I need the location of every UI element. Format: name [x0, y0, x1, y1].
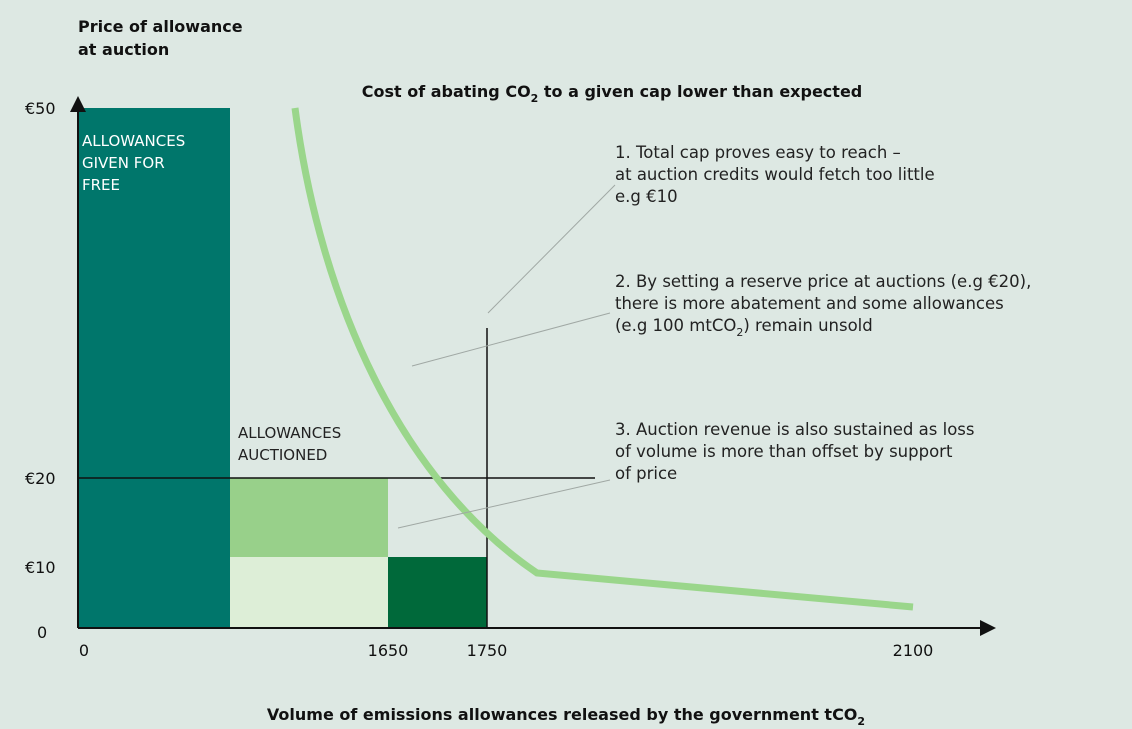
note: 1. Total cap proves easy to reach –	[615, 143, 901, 162]
note: there is more abatement and some allowan…	[615, 294, 1004, 313]
x-axis-label-text: Volume of emissions allowances released …	[267, 705, 857, 724]
region-label: AUCTIONED	[238, 446, 327, 464]
region-label: GIVEN FOR	[82, 154, 165, 172]
y-tick-label: €50	[25, 99, 56, 118]
y-tick-label: €10	[25, 558, 56, 577]
base-revenue-area	[230, 557, 388, 628]
note-pointer	[411, 312, 611, 367]
note: 2. By setting a reserve price at auction…	[615, 272, 1031, 291]
revenue-loss-area	[388, 557, 487, 628]
region-label: ALLOWANCES	[238, 424, 341, 442]
free-allowances-area	[78, 108, 230, 628]
y-axis-arrow	[70, 96, 86, 112]
note: at auction credits would fetch too littl…	[615, 165, 935, 184]
note: of price	[615, 464, 677, 483]
title-text: Cost of abating CO	[362, 82, 531, 101]
note: of volume is more than offset by support	[615, 442, 953, 461]
y-tick-label: 0	[37, 623, 47, 642]
note-text: (e.g 100 mtCO	[615, 316, 736, 335]
abatement-cost-curve	[291, 107, 914, 611]
y-axis-label: at auction	[78, 40, 169, 59]
x-tick-label: 1750	[467, 641, 508, 660]
y-axis-label: Price of allowance	[78, 17, 243, 36]
region-label: ALLOWANCES	[82, 132, 185, 150]
title-text: to a given cap lower than expected	[538, 82, 862, 101]
title-subscript: 2	[531, 92, 539, 105]
x-tick-label: 0	[79, 641, 89, 660]
revenue-gain-area	[230, 478, 388, 557]
note: 3. Auction revenue is also sustained as …	[615, 420, 974, 439]
note-subscript: 2	[736, 326, 743, 339]
x-tick-label: 1650	[368, 641, 409, 660]
x-axis-label-subscript: 2	[857, 715, 865, 728]
y-tick-label: €20	[25, 469, 56, 488]
x-axis-arrow	[980, 620, 996, 636]
note: (e.g 100 mtCO2) remain unsold	[615, 316, 873, 339]
note-pointer	[397, 479, 611, 529]
note-text: ) remain unsold	[743, 316, 872, 335]
note-pointer	[487, 184, 616, 314]
region-label: FREE	[82, 176, 120, 194]
x-tick-label: 2100	[893, 641, 934, 660]
title: Cost of abating CO2 to a given cap lower…	[362, 82, 863, 105]
x-axis-label: Volume of emissions allowances released …	[267, 705, 865, 728]
note: e.g €10	[615, 187, 678, 206]
